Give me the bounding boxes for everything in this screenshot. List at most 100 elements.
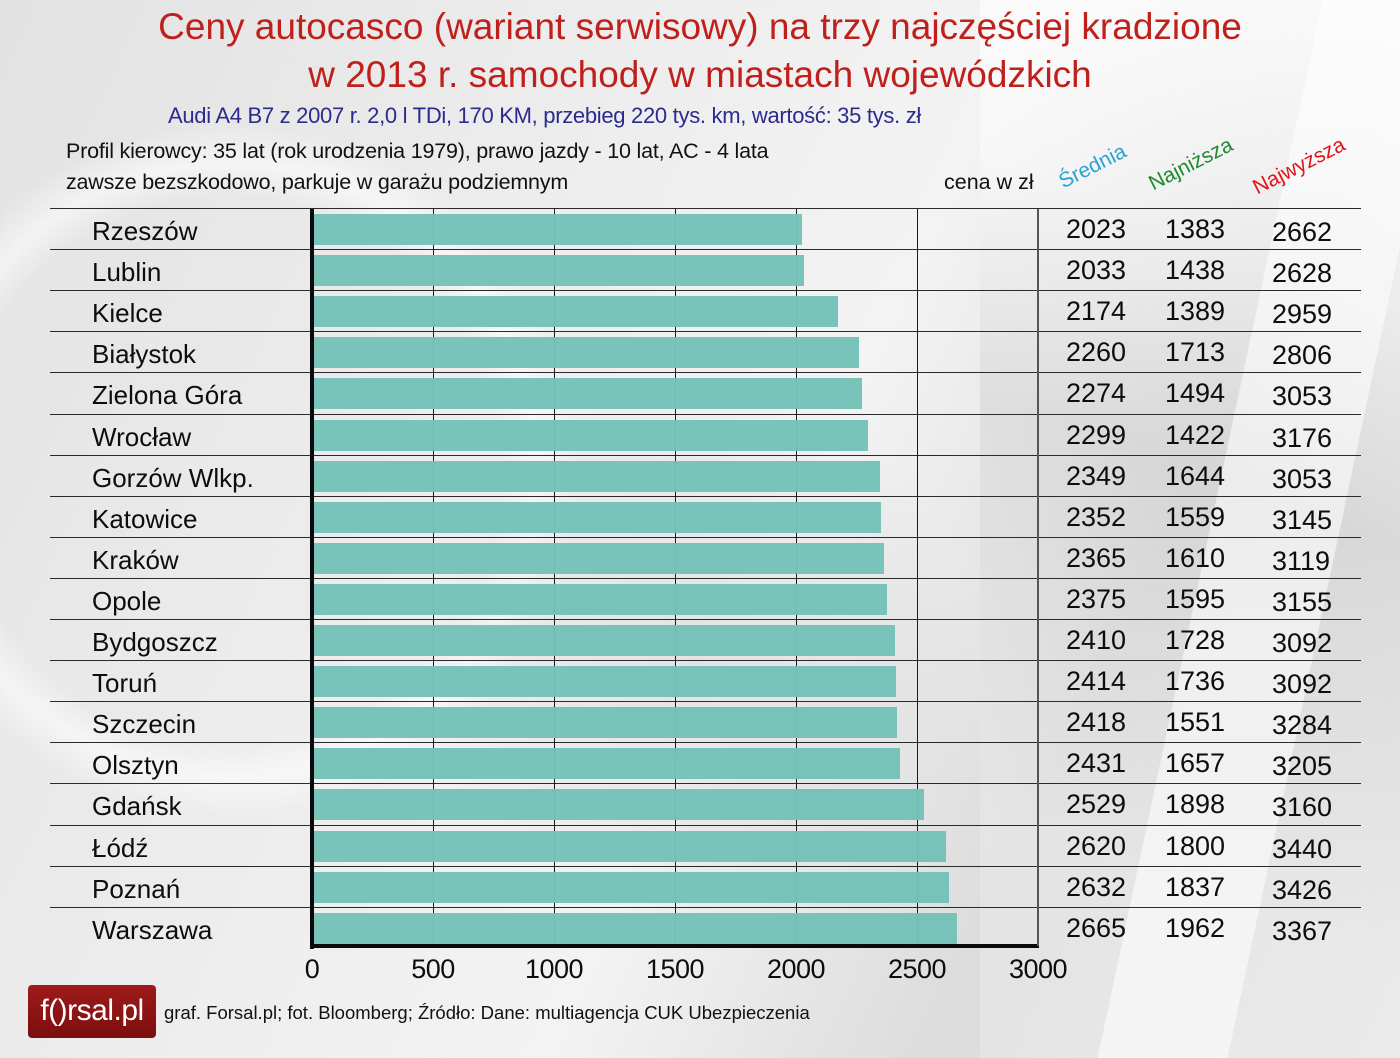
- row-divider: [50, 906, 1361, 908]
- highest-price: 3284: [1272, 710, 1333, 741]
- city-label: Bydgoszcz: [92, 627, 218, 657]
- lowest-price: 1595: [1165, 583, 1226, 614]
- average-price: 2632: [1066, 871, 1127, 902]
- average-price: 2352: [1066, 501, 1127, 532]
- x-tick-label: 2000: [766, 954, 826, 984]
- x-tick-label: 500: [411, 954, 455, 984]
- average-price: 2620: [1066, 830, 1127, 861]
- row-divider: [50, 372, 1361, 374]
- bar: [314, 912, 957, 944]
- lowest-price: 1644: [1165, 460, 1226, 491]
- city-label: Zielona Góra: [92, 380, 243, 411]
- row-divider: [50, 660, 1361, 662]
- gridline: [796, 209, 798, 946]
- bar: [314, 419, 869, 451]
- average-price: 2023: [1066, 214, 1127, 244]
- average-price: 2410: [1066, 625, 1127, 655]
- row-divider: [50, 577, 1361, 579]
- lowest-price: 1657: [1165, 748, 1226, 779]
- city-label: Gorzów Wlkp.: [92, 462, 254, 493]
- lowest-price: 1736: [1165, 666, 1226, 697]
- highest-price: 2806: [1272, 340, 1333, 371]
- forsal-logo: f()rsal.pl: [28, 985, 156, 1038]
- average-price: 2375: [1066, 583, 1127, 614]
- average-price: 2431: [1066, 748, 1127, 779]
- city-label: Katowice: [92, 503, 198, 534]
- lowest-price: 1422: [1165, 419, 1226, 450]
- source-credits: graf. Forsal.pl; fot. Bloomberg; Źródło:…: [164, 1002, 810, 1023]
- city-label: Łódź: [92, 832, 149, 863]
- bar: [314, 501, 882, 533]
- average-price: 2274: [1066, 378, 1127, 409]
- highest-price: 3160: [1272, 792, 1333, 823]
- driver-profile-line2: zawsze bezszkodowo, parkuje w garażu pod…: [66, 170, 569, 194]
- bar: [314, 666, 897, 698]
- bar: [314, 830, 947, 862]
- highest-price: 3426: [1272, 874, 1333, 905]
- highest-price: 3440: [1272, 833, 1333, 864]
- lowest-price: 1837: [1165, 871, 1226, 902]
- highest-price: 2959: [1272, 299, 1333, 330]
- average-price: 2665: [1066, 912, 1127, 943]
- bar: [314, 214, 802, 245]
- average-price: 2529: [1066, 789, 1127, 820]
- row-divider: [50, 290, 1361, 292]
- row-divider: [50, 783, 1361, 785]
- gridline: [675, 209, 677, 946]
- gridline: [917, 209, 919, 946]
- lowest-price: 1962: [1165, 912, 1226, 943]
- row-divider: [50, 413, 1361, 415]
- x-axis: [310, 944, 1039, 948]
- average-price: 2418: [1066, 707, 1127, 738]
- row-divider: [50, 536, 1361, 538]
- city-label: Kraków: [92, 544, 179, 575]
- average-price: 2033: [1066, 255, 1127, 286]
- city-label: Warszawa: [92, 914, 213, 945]
- driver-profile-line1: Profil kierowcy: 35 lat (rok urodzenia 1…: [66, 139, 769, 163]
- unit-label: cena w zł: [944, 170, 1034, 194]
- x-tick-label: 0: [304, 954, 320, 984]
- lowest-price: 1494: [1165, 378, 1226, 409]
- row-divider: [50, 249, 1361, 251]
- x-tick-label: 2500: [887, 954, 947, 984]
- highest-price: 3155: [1272, 586, 1333, 617]
- city-label: Gdańsk: [92, 791, 182, 822]
- average-price: 2174: [1066, 296, 1127, 327]
- lowest-price: 1383: [1165, 214, 1226, 244]
- row-divider: [50, 742, 1361, 744]
- city-label: Olsztyn: [92, 750, 179, 781]
- bar: [314, 460, 881, 492]
- chart-subtitle: Audi A4 B7 z 2007 r. 2,0 l TDi, 170 KM, …: [168, 103, 921, 128]
- gridline: [433, 209, 435, 946]
- city-label: Poznań: [92, 873, 181, 904]
- bar: [314, 296, 839, 328]
- bar: [314, 789, 925, 821]
- highest-price: 3367: [1272, 915, 1333, 946]
- average-price: 2414: [1066, 666, 1127, 697]
- highest-price: 2662: [1272, 217, 1333, 247]
- city-label: Kielce: [92, 298, 163, 329]
- lowest-price: 1898: [1165, 789, 1226, 820]
- chart-title-line2: w 2013 r. samochody w miastach wojewódzk…: [308, 54, 1092, 95]
- chart-right-border: [1037, 209, 1039, 946]
- row-divider: [50, 865, 1361, 867]
- row-divider: [50, 454, 1361, 456]
- lowest-price: 1389: [1165, 296, 1226, 327]
- bar: [314, 337, 859, 369]
- lowest-price: 1800: [1165, 830, 1226, 861]
- highest-price: 3176: [1272, 422, 1333, 453]
- row-divider: [50, 208, 1361, 209]
- lowest-price: 1713: [1165, 337, 1226, 368]
- x-tick-label: 1000: [524, 954, 584, 984]
- bar: [314, 583, 887, 615]
- lowest-price: 1728: [1165, 625, 1226, 655]
- highest-price: 3053: [1272, 381, 1333, 412]
- average-price: 2299: [1066, 419, 1127, 450]
- highest-price: 3092: [1272, 669, 1333, 700]
- row-divider: [50, 824, 1361, 826]
- city-label: Wrocław: [92, 421, 192, 452]
- highest-price: 3092: [1272, 628, 1333, 658]
- row-divider: [50, 495, 1361, 497]
- chart-title-line1: Ceny autocasco (wariant serwisowy) na tr…: [158, 6, 1242, 47]
- x-tick-label: 1500: [645, 954, 705, 984]
